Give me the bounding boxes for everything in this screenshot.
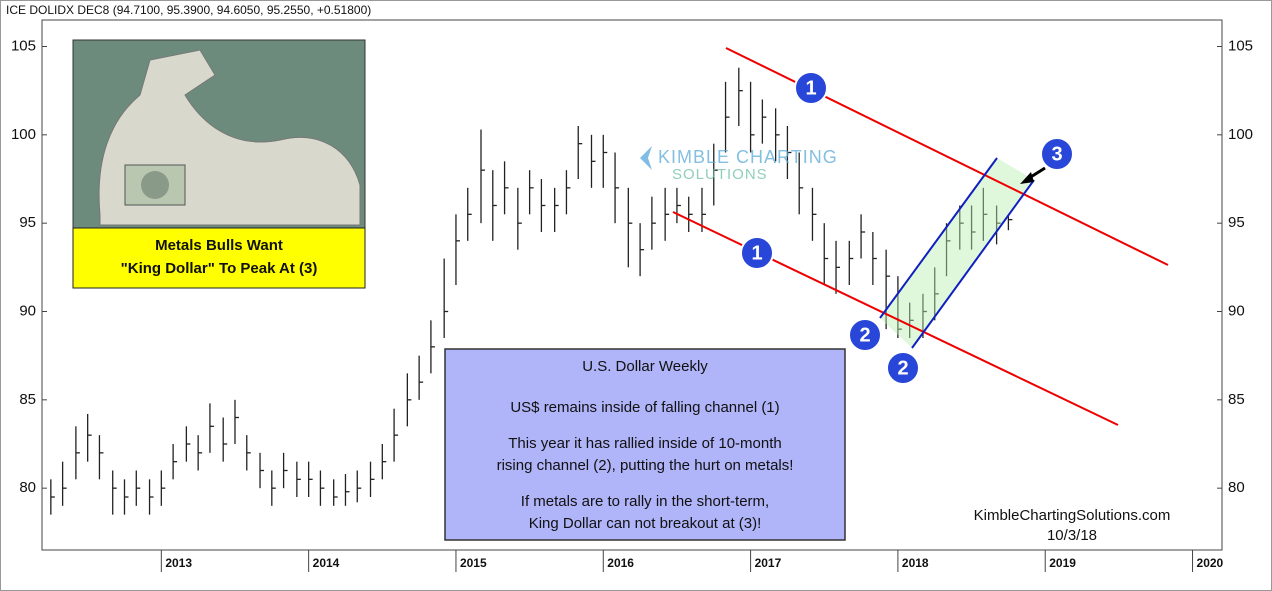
y-tick-label: 85 (19, 391, 36, 408)
watermark: KIMBLE CHARTING (658, 147, 838, 167)
marker-label: 1 (805, 77, 816, 99)
y-tick-label: 105 (1228, 37, 1253, 54)
y-tick-label: 80 (19, 479, 36, 496)
marker-label: 1 (751, 242, 762, 264)
y-tick-label: 80 (1228, 479, 1245, 496)
rising-channel-fill (880, 158, 1034, 348)
note-text: King Dollar can not breakout at (3)! (529, 515, 762, 532)
x-tick-label: 2018 (902, 556, 929, 570)
callout-box (72, 227, 366, 289)
y-tick-label: 95 (19, 214, 36, 231)
y-tick-label: 90 (1228, 302, 1245, 319)
marker-label: 3 (1051, 143, 1062, 165)
watermark: SOLUTIONS (672, 166, 768, 183)
y-tick-label: 95 (1228, 214, 1245, 231)
y-tick-label: 85 (1228, 391, 1245, 408)
marker: 1 (794, 71, 828, 105)
marker-label: 2 (897, 357, 908, 379)
x-tick-label: 2014 (313, 556, 340, 570)
header: ICE DOLIDX DEC8 (94.7100, 95.3900, 94.60… (6, 3, 371, 17)
marker: 3 (1040, 137, 1074, 171)
y-tick-label: 100 (1228, 126, 1253, 143)
y-tick-label: 90 (19, 302, 36, 319)
note-text: U.S. Dollar Weekly (582, 358, 708, 375)
y-tick-label: 100 (11, 126, 36, 143)
note-text: This year it has rallied inside of 10-mo… (508, 435, 781, 452)
callout-text: Metals Bulls Want (155, 237, 283, 254)
arrow-head (1020, 172, 1034, 184)
x-tick-label: 2017 (755, 556, 782, 570)
y-tick-label: 105 (11, 37, 36, 54)
portrait (141, 171, 169, 199)
credit: KimbleChartingSolutions.com (974, 507, 1171, 524)
channel-line (879, 157, 998, 319)
x-tick-label: 2019 (1049, 556, 1076, 570)
note-text: US$ remains inside of falling channel (1… (510, 399, 779, 416)
marker: 2 (886, 351, 920, 385)
x-tick-label: 2016 (607, 556, 634, 570)
credit: 10/3/18 (1047, 527, 1097, 544)
marker: 1 (740, 236, 774, 270)
note-text: rising channel (2), putting the hurt on … (497, 457, 794, 474)
logo-icon (640, 146, 652, 170)
x-tick-label: 2015 (460, 556, 487, 570)
note-box (444, 348, 846, 541)
channel-line (911, 179, 1035, 349)
callout-text: "King Dollar" To Peak At (3) (121, 260, 318, 277)
marker-label: 2 (859, 324, 870, 346)
x-tick-label: 2013 (165, 556, 192, 570)
marker: 2 (848, 318, 882, 352)
note-text: If metals are to rally in the short-term… (521, 493, 769, 510)
x-tick-label: 2020 (1197, 556, 1224, 570)
bars (50, 67, 1013, 515)
